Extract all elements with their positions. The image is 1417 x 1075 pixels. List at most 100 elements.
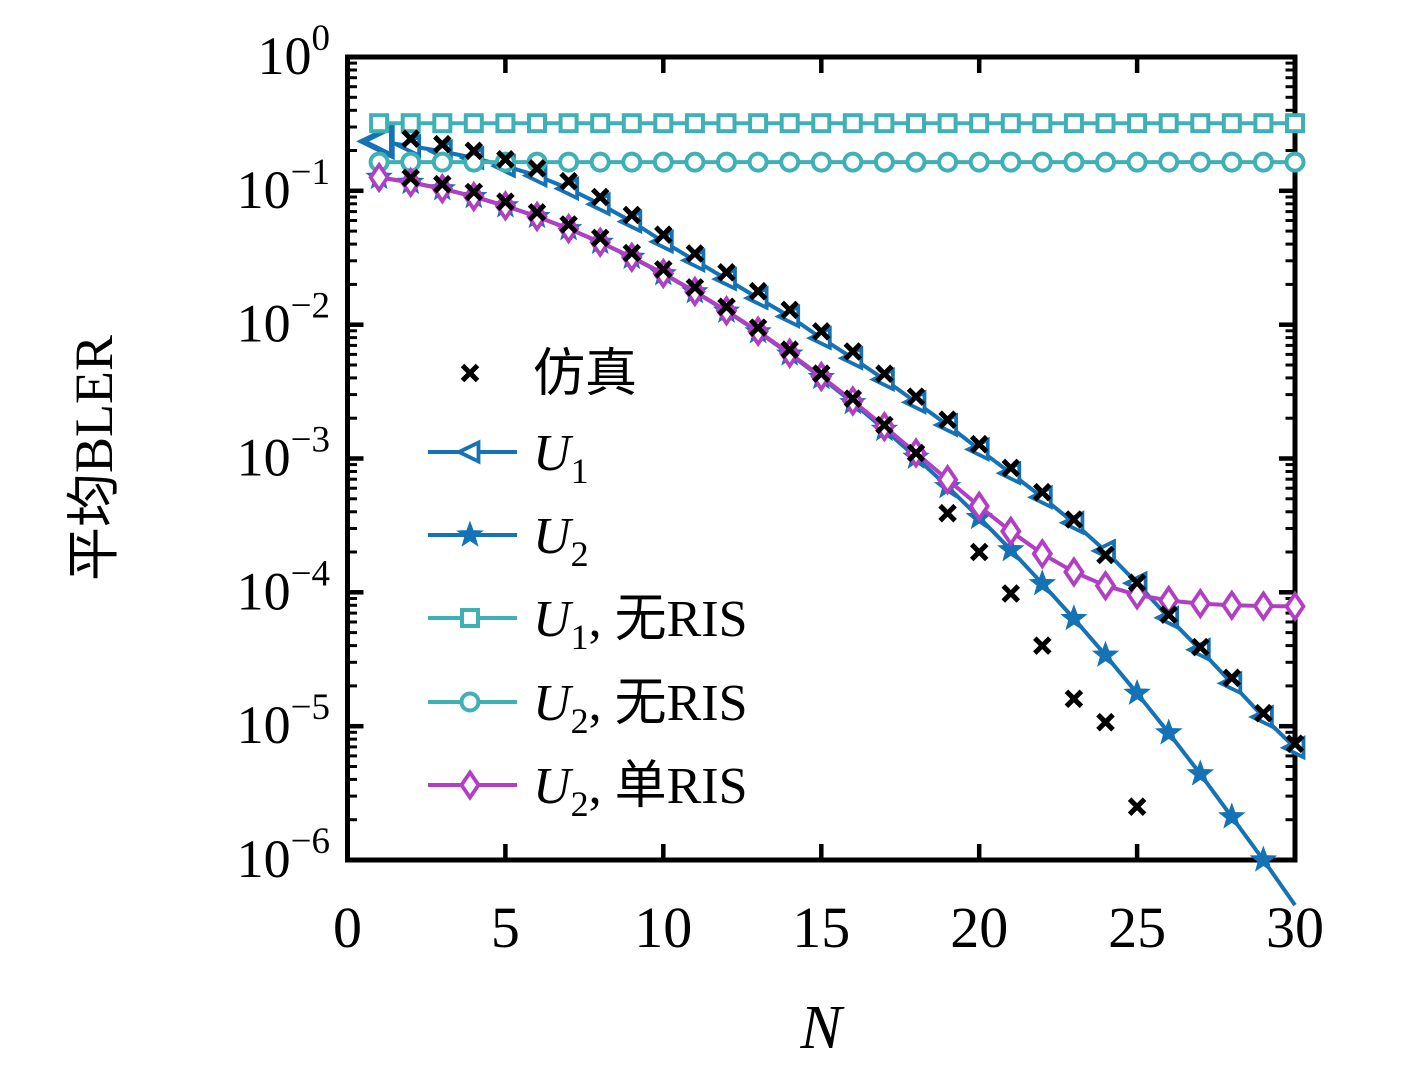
x-tick-label: 10 (634, 895, 692, 960)
marker-square-open (400, 113, 421, 134)
marker-circle-open (1252, 151, 1274, 173)
series-sim_u1 (401, 129, 1305, 753)
marker-star (1218, 802, 1246, 829)
marker-thin-diamond-open (1284, 590, 1306, 623)
marker-x (1127, 573, 1147, 592)
marker-square-open (369, 113, 390, 134)
marker-thin-diamond-open (1221, 589, 1243, 622)
marker-x (433, 174, 452, 194)
marker-square-open (1063, 113, 1084, 134)
marker-circle-open (937, 151, 959, 173)
marker-square-open (969, 113, 990, 134)
marker-square-open (495, 113, 516, 134)
marker-square-open (779, 113, 800, 134)
marker-circle-open (968, 151, 990, 173)
legend-label: U1, 无RIS (533, 591, 747, 657)
marker-x (1159, 605, 1178, 624)
marker-x (748, 318, 768, 337)
marker-x (1001, 458, 1021, 478)
marker-square-open (653, 113, 674, 134)
marker-x (496, 192, 515, 211)
marker-square-open (460, 608, 480, 628)
marker-thin-diamond-open (1000, 515, 1022, 548)
marker-x (622, 243, 642, 263)
marker-square-open (874, 113, 895, 134)
marker-circle-open (589, 151, 611, 173)
marker-square-open (463, 113, 484, 134)
marker-square-open (1158, 113, 1179, 134)
marker-thin-diamond-open (368, 161, 390, 194)
marker-square-open (1190, 113, 1211, 134)
marker-circle-open (1284, 151, 1306, 173)
marker-square-open (716, 113, 737, 134)
marker-x (464, 182, 484, 202)
legend-item-1: U1 (428, 425, 589, 491)
marker-x (875, 415, 894, 435)
marker-circle-open (1095, 151, 1116, 173)
legend-item-3: U1, 无RIS (428, 591, 747, 657)
marker-x (654, 260, 673, 279)
marker-circle-open (684, 151, 706, 173)
marker-x (1285, 734, 1305, 753)
x-tick-label: 5 (491, 895, 520, 960)
x-tick-label: 0 (333, 895, 362, 960)
marker-triangle-left-open (454, 439, 481, 465)
x-tick-label: 25 (1108, 895, 1166, 960)
marker-square-open (1032, 113, 1053, 134)
marker-thin-diamond-open (1031, 537, 1054, 570)
marker-circle-open (1000, 151, 1022, 173)
marker-square-open (1127, 113, 1148, 134)
legend-item-2: U2 (428, 508, 589, 574)
legend-label: U2, 无RIS (533, 675, 747, 741)
marker-x (938, 503, 957, 523)
legend-label: U2, 单RIS (533, 758, 747, 824)
marker-square-open (1221, 113, 1242, 134)
marker-x (717, 263, 736, 282)
marker-circle-open (1221, 151, 1243, 173)
marker-circle-open (842, 151, 864, 173)
marker-x (938, 410, 957, 429)
marker-square-open (684, 113, 705, 134)
marker-x (843, 389, 863, 408)
marker-circle-open (873, 151, 895, 173)
marker-square-open (1095, 113, 1116, 134)
marker-x (1096, 545, 1115, 565)
marker-circle-open (558, 151, 580, 173)
marker-x (1033, 636, 1052, 655)
marker-x (748, 281, 768, 301)
marker-star (1091, 640, 1120, 667)
marker-circle-open (652, 151, 674, 173)
marker-x (1001, 584, 1021, 603)
marker-x (527, 159, 547, 178)
x-tick-label: 20 (950, 895, 1008, 960)
marker-circle-open (905, 151, 927, 173)
marker-x (1191, 637, 1210, 657)
marker-x (401, 168, 420, 188)
marker-thin-diamond-open (1063, 556, 1085, 588)
marker-x (590, 187, 610, 207)
marker-star (1154, 718, 1183, 745)
marker-square-open (621, 113, 642, 134)
marker-square-open (906, 113, 926, 134)
marker-x (1127, 797, 1147, 816)
legend: 仿真 U1 U2 U1, 无RIS U2, 无RIS U2, 单RIS (428, 346, 747, 824)
marker-x (590, 228, 610, 248)
marker-x (559, 171, 578, 191)
marker-x (1096, 712, 1115, 732)
marker-circle-open (779, 151, 801, 173)
marker-x (1222, 668, 1242, 688)
marker-circle-open (621, 151, 643, 173)
marker-star (1123, 678, 1151, 705)
marker-x (1254, 703, 1273, 723)
legend-label: U2 (533, 508, 589, 574)
marker-x (654, 225, 673, 244)
marker-x (464, 141, 484, 161)
series-u1_no_ris (369, 113, 1305, 134)
legend-label: U1 (533, 425, 589, 491)
marker-square-open (842, 113, 863, 134)
marker-x (906, 443, 926, 463)
marker-star (456, 520, 484, 547)
marker-x (780, 300, 799, 320)
